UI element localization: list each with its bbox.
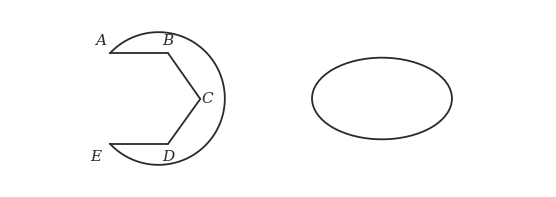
Text: C: C: [201, 92, 213, 106]
Text: B: B: [162, 34, 174, 48]
Text: D: D: [162, 150, 175, 164]
Text: A: A: [95, 34, 106, 48]
Text: E: E: [90, 150, 101, 164]
